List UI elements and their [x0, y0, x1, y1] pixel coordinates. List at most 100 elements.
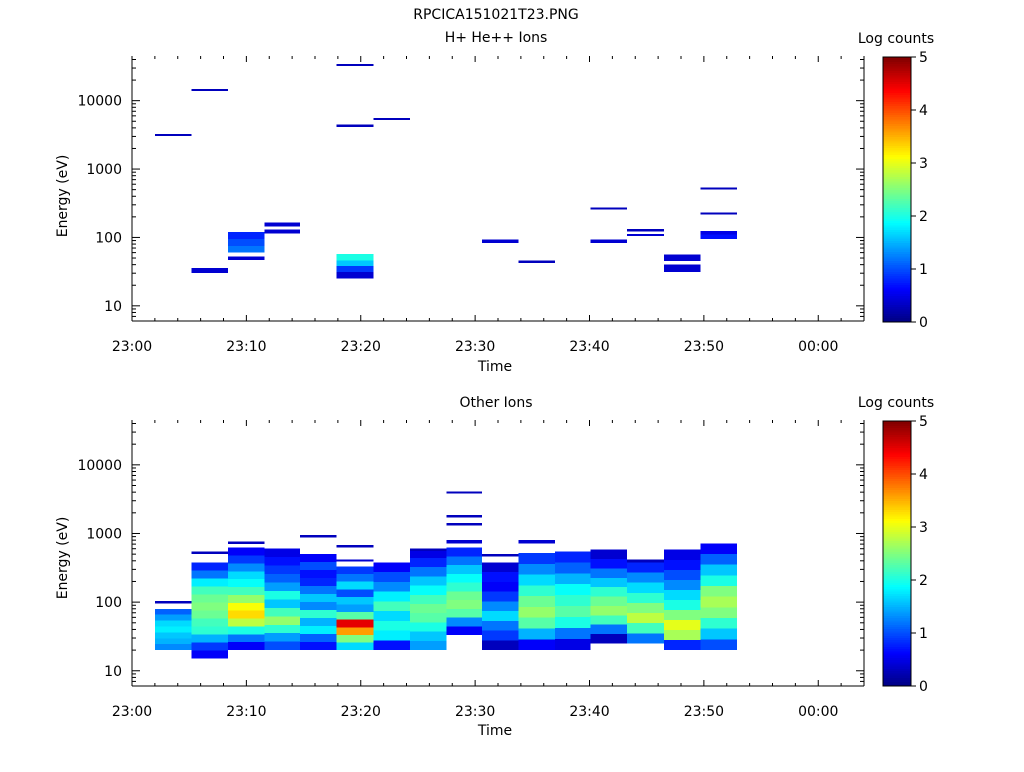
colorbar-segment	[883, 555, 911, 559]
spectrogram-cell	[191, 562, 229, 571]
colorbar-segment	[883, 502, 911, 506]
spectrogram-cell	[154, 614, 192, 621]
colorbar-tick-label: 3	[919, 156, 928, 172]
spectrogram-cell	[700, 234, 738, 239]
colorbar-segment	[883, 467, 911, 471]
colorbar-segment	[883, 659, 911, 663]
spectrogram-cell	[191, 267, 229, 274]
colorbar-segment	[883, 624, 911, 627]
spectrogram-cell	[191, 610, 229, 619]
spectrogram-cell	[627, 572, 664, 583]
x-axis-label: Time	[477, 359, 512, 375]
spectrogram-cell	[700, 230, 738, 235]
colorbar-segment	[883, 425, 911, 429]
colorbar-segment	[883, 564, 911, 568]
other-ions-panel: Other Ions Energy (eV) Time Log counts 2…	[55, 395, 934, 739]
colorbar-segment	[883, 533, 911, 537]
colorbar-segment	[883, 469, 911, 473]
colorbar-segment	[883, 182, 911, 186]
spectrogram-cell	[481, 572, 519, 582]
spectrogram-cell	[336, 266, 374, 273]
y-tick-label: 10000	[77, 94, 122, 110]
y-tick-label: 10	[104, 299, 122, 315]
spectrogram-cell	[700, 212, 738, 215]
spectrogram-cell	[481, 581, 519, 592]
colorbar-segment	[883, 633, 911, 636]
spectrogram-cell	[191, 586, 229, 595]
spectrogram-cell	[700, 543, 738, 554]
colorbar-segment	[883, 260, 911, 263]
y-tick-label: 100	[95, 595, 122, 611]
spectrogram-cell	[228, 571, 265, 580]
colorbar-segment	[883, 566, 911, 570]
colorbar-segment	[883, 253, 911, 257]
spectrogram-cell	[663, 640, 701, 651]
colorbar-segment	[883, 151, 911, 155]
spectrogram-cell	[228, 256, 265, 260]
colorbar-segment	[883, 487, 911, 491]
spectrogram-cell	[373, 620, 410, 631]
colorbar-segment	[883, 500, 911, 504]
spectrogram-cell	[300, 626, 337, 635]
spectrogram-cell	[590, 615, 628, 625]
spectrogram-cell	[446, 547, 482, 557]
spectrogram-cell	[154, 608, 192, 615]
colorbar-segment	[883, 68, 911, 71]
colorbar-segment	[883, 105, 911, 109]
colorbar-segment	[883, 163, 911, 166]
spectrogram-cell	[300, 610, 337, 619]
colorbar-segment	[883, 465, 911, 468]
colorbar-segment	[883, 114, 911, 118]
spectrogram-cell	[518, 552, 556, 564]
colorbar-segment	[883, 74, 911, 78]
colorbar-segment	[883, 650, 911, 654]
spectrogram-cell	[264, 641, 301, 651]
colorbar-segment	[883, 200, 911, 204]
colorbar-segment	[883, 608, 911, 612]
spectrogram-cell	[228, 579, 265, 588]
spectrogram-cell	[663, 619, 701, 631]
spectrogram-cell	[300, 586, 337, 595]
spectrogram-cell	[700, 596, 738, 608]
spectrogram-cell	[409, 585, 447, 595]
spectrogram-cell	[663, 579, 701, 590]
colorbar-segment	[883, 582, 911, 586]
colorbar-segment	[883, 456, 911, 460]
spectrogram-cell	[336, 642, 374, 651]
colorbar-segment	[883, 677, 911, 680]
colorbar-segment	[883, 683, 911, 687]
colorbar-segment	[883, 522, 911, 526]
spectrogram-cell	[191, 594, 229, 603]
spectrogram-cell	[446, 565, 482, 574]
colorbar-segment	[883, 249, 911, 252]
colorbar-segment	[883, 304, 911, 308]
colorbar-segment	[883, 218, 911, 222]
spectrogram-cell	[518, 628, 556, 640]
spectrogram-cell	[264, 222, 301, 227]
colorbar-segment	[883, 149, 911, 153]
colorbar-segment	[883, 462, 911, 466]
colorbar-segment	[883, 154, 911, 157]
x-tick-label: 23:00	[112, 339, 152, 355]
spectrogram-cell	[590, 634, 628, 644]
spectrogram-cell	[590, 239, 628, 243]
colorbar-segment	[883, 546, 911, 550]
spectrogram-cell	[264, 582, 301, 591]
colorbar-segment	[883, 138, 911, 142]
colorbar-segment	[883, 302, 911, 305]
spectrogram-cell	[518, 617, 556, 629]
colorbar-segment	[883, 145, 911, 149]
x-tick-label: 23:20	[341, 339, 381, 355]
colorbar-segment	[883, 293, 911, 297]
colorbar-segment	[883, 562, 911, 566]
colorbar-segment	[883, 482, 911, 486]
colorbar-segment	[883, 610, 911, 614]
colorbar-segment	[883, 507, 911, 510]
x-tick-label: 23:50	[684, 704, 724, 720]
colorbar-segment	[883, 447, 911, 451]
spectrogram-cell	[336, 559, 374, 562]
colorbar-segment	[883, 143, 911, 146]
colorbar-tick-label: 0	[919, 679, 928, 695]
colorbar-segment	[883, 679, 911, 683]
